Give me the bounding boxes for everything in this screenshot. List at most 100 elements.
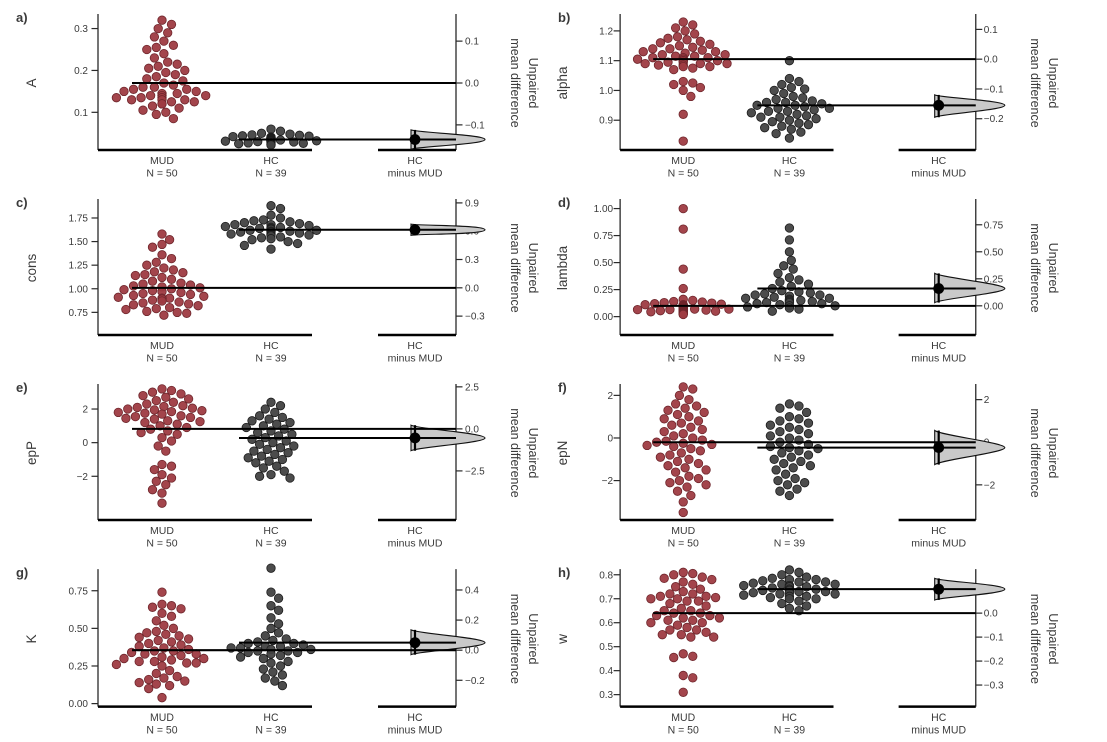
- swarm-dot-hc: [784, 422, 795, 432]
- swarm-dot-mud: [180, 95, 190, 105]
- left-tick-label: 0.7: [599, 594, 613, 605]
- swarm-dot-hc: [794, 76, 804, 87]
- left-tick-label: 0.9: [599, 116, 613, 127]
- swarm-dot-hc: [275, 650, 286, 661]
- swarm-dot-mud: [174, 297, 184, 307]
- difference-dot: [409, 637, 421, 649]
- swarm-dot-hc: [270, 407, 280, 418]
- swarm-mud: [113, 229, 209, 320]
- swarm-dot-hc: [277, 412, 288, 423]
- swarm-dot-hc: [805, 461, 816, 471]
- left-tick-label: 0.3: [599, 690, 613, 701]
- left-tick-label: 0.5: [599, 642, 613, 653]
- swarm-dot-hc: [251, 458, 261, 468]
- swarm-dot-hc: [765, 420, 776, 430]
- swarm-dot-hc: [767, 117, 777, 127]
- left-tick-label: 0.1: [74, 108, 88, 119]
- swarm-mud: [111, 15, 211, 124]
- swarm-dot-mud: [684, 471, 694, 481]
- swarm-dot-mud: [678, 76, 688, 87]
- swarm-dot-mud: [688, 568, 698, 579]
- swarm-dot-mud: [670, 23, 681, 33]
- swarm-dot-mud: [172, 671, 182, 682]
- swarm-dot-hc: [304, 230, 314, 240]
- panel-letter: d): [558, 195, 570, 210]
- swarm-dot-hc: [258, 664, 269, 674]
- swarm-dot-mud: [166, 601, 177, 611]
- swarm-dot-mud: [672, 620, 683, 630]
- swarm-dot-hc: [761, 297, 772, 308]
- swarm-dot-hc: [220, 136, 231, 146]
- swarm-dot-mud: [640, 300, 650, 310]
- left-tick-label: 1.2: [599, 26, 613, 37]
- y-axis-title: K: [24, 634, 39, 643]
- swarm-dot-mud: [121, 304, 131, 315]
- diff-tick-label: 0.0: [465, 283, 479, 294]
- swarm-dot-hc: [777, 121, 787, 131]
- diff-axis-title-line2: mean difference: [508, 408, 522, 497]
- left-tick-label: 1.25: [69, 261, 89, 272]
- swarm-dot-mud: [710, 306, 721, 316]
- swarm-dot-hc: [266, 124, 276, 134]
- swarm-dot-hc: [794, 567, 804, 578]
- swarm-dot-mud: [648, 44, 658, 54]
- swarm-dot-hc: [784, 603, 795, 614]
- swarm-dot-hc: [784, 56, 795, 66]
- swarm-dot-mud: [678, 85, 688, 96]
- swarm-dot-hc: [289, 441, 299, 451]
- x-label-contrast-line1: HC: [931, 712, 947, 724]
- swarm-dot-hc: [220, 221, 231, 232]
- swarm-dot-hc: [777, 579, 787, 590]
- swarm-dot-hc: [798, 93, 808, 103]
- swarm-dot-hc: [266, 563, 276, 573]
- swarm-dot-mud: [663, 461, 673, 471]
- swarm-dot-mud: [691, 401, 702, 411]
- swarm-dot-mud: [149, 464, 160, 475]
- swarm-dot-hc: [794, 446, 804, 456]
- swarm-dot-mud: [172, 59, 182, 69]
- swarm-dot-mud: [157, 99, 167, 109]
- swarm-dot-hc: [292, 238, 303, 249]
- swarm-dot-mud: [111, 93, 122, 103]
- panel-c-chart: 0.751.001.251.501.75−0.30.00.30.60.9c)co…: [16, 195, 540, 365]
- swarm-dot-hc: [830, 589, 840, 599]
- swarm-dot-mud: [157, 250, 167, 260]
- x-label-contrast-line1: HC: [931, 155, 947, 167]
- swarm-dot-mud: [166, 637, 177, 647]
- swarm-dot-hc: [782, 480, 793, 490]
- swarm-dot-mud: [680, 463, 690, 473]
- x-label-hc-line1: HC: [263, 712, 279, 724]
- left-tick-label: 1.1: [599, 56, 613, 67]
- swarm-dot-hc: [260, 631, 270, 641]
- panel-b-chart: 0.9 1.0 1.1 1.2 −0.2 −0.1 0.0 0.1 b) alpha Unpaire…: [555, 10, 1060, 180]
- swarm-dot-mud: [161, 446, 171, 456]
- swarm-dot-hc: [264, 414, 274, 424]
- panel-b: 0.9 1.0 1.1 1.2 −0.2 −0.1 0.0 0.1 b) alpha Unpaire…: [553, 0, 1107, 185]
- swarm-dot-mud: [678, 224, 688, 234]
- left-tick-label: 2: [82, 405, 88, 416]
- swarm-dot-mud: [199, 291, 209, 301]
- x-label-contrast-line2: minus MUD: [388, 538, 443, 550]
- panel-g-chart: 0.00 0.25 0.50 0.75 −0.2 0.0 0.2 0.4 g) K Unpaired…: [16, 563, 540, 736]
- x-label-mud-line2: N = 50: [668, 168, 699, 180]
- swarm-dot-hc: [784, 235, 795, 245]
- swarm-dot-mud: [161, 67, 171, 78]
- swarm-dot-mud: [709, 632, 719, 642]
- swarm-dot-mud: [678, 687, 688, 697]
- diff-axis-title-line2: mean difference: [508, 594, 522, 684]
- swarm-dot-mud: [174, 631, 184, 641]
- swarm-dot-mud: [632, 304, 643, 315]
- left-tick-label: 1.0: [599, 86, 613, 97]
- swarm-dot-mud: [676, 603, 686, 614]
- y-axis-title: epN: [555, 441, 570, 466]
- diff-tick-label: 0.0: [465, 646, 479, 657]
- swarm-dot-mud: [149, 414, 160, 424]
- x-label-hc-line1: HC: [782, 525, 798, 537]
- swarm-dot-mud: [678, 109, 688, 119]
- swarm-dot-hc: [275, 443, 286, 453]
- swarm-dot-mud: [147, 602, 158, 612]
- swarm-dot-hc: [275, 126, 286, 136]
- panel-a-chart: 0.1 0.2 0.3 −0.1 0.0 0.1 a) A Unpaired mean diffe…: [16, 10, 540, 180]
- swarm-dot-mud: [688, 615, 698, 625]
